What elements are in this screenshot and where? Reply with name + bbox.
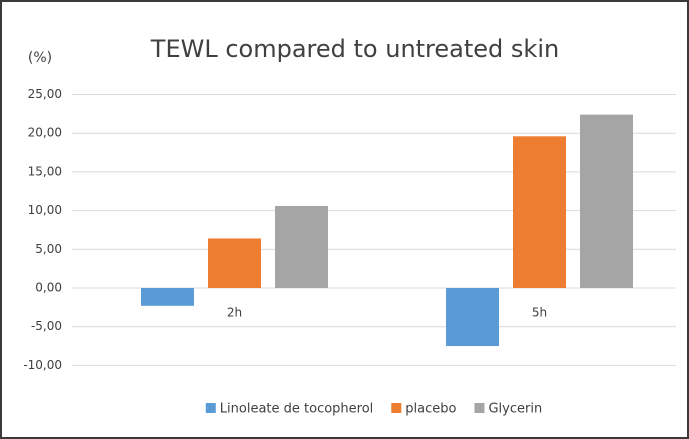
y-tick-label: 5,00 <box>35 242 62 256</box>
y-tick-label: 10,00 <box>28 203 62 217</box>
y-tick-label: 20,00 <box>28 126 62 140</box>
y-axis-label: (%) <box>28 50 52 66</box>
y-tick-label: 15,00 <box>28 164 62 178</box>
legend-swatch <box>391 403 402 413</box>
legend-label: placebo <box>405 402 456 417</box>
x-tick-label: 5h <box>532 306 547 320</box>
y-tick-label: -10,00 <box>23 358 62 372</box>
bar <box>141 288 194 306</box>
bar <box>275 205 328 288</box>
bar <box>446 288 499 347</box>
x-tick-label: 2h <box>227 306 242 320</box>
legend-swatch <box>205 403 216 413</box>
bar <box>208 238 261 288</box>
y-tick-label: 0,00 <box>35 281 62 295</box>
legend-label: Linoleate de tocopherol <box>220 402 374 417</box>
legend-swatch <box>474 403 485 413</box>
chart-title: TEWL compared to untreated skin <box>150 35 559 63</box>
bar <box>513 136 566 288</box>
y-tick-label: -5,00 <box>31 319 62 333</box>
bar <box>580 114 633 289</box>
y-tick-label: 25,00 <box>28 87 62 101</box>
legend-label: Glycerin <box>488 402 542 417</box>
